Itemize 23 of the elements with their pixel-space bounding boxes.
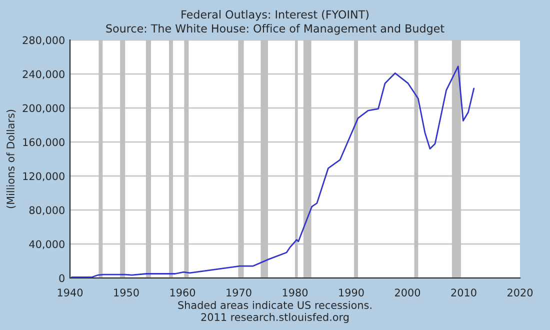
line-series xyxy=(70,66,475,278)
y-tick-label: 240,000 xyxy=(22,70,64,80)
text: Shaded areas indicate US recessions. xyxy=(178,300,372,310)
y-tick-label: 280,000 xyxy=(22,36,64,46)
y-tick-label: 160,000 xyxy=(23,138,64,148)
x-tick-label: 2010 xyxy=(451,288,476,296)
chart-subtitle: Source: The White House: Office of Management and Budget xyxy=(106,24,444,35)
x-tick-label: 2020 xyxy=(508,288,533,296)
x-tick-label: 1970 xyxy=(226,288,252,296)
y-axis-title: (Millions of Dollars) xyxy=(6,110,16,208)
y-tick-label: 0 xyxy=(59,274,64,282)
x-tick-label: 2000 xyxy=(395,288,420,296)
x-tick-label: 1950 xyxy=(114,288,139,296)
x-tick-label: 1940 xyxy=(58,288,83,296)
text: 2011 research.stlouisfed.org xyxy=(201,312,349,324)
x-tick-label: 1980 xyxy=(282,288,308,296)
y-tick-label: 200,000 xyxy=(22,104,64,114)
y-tick-label: 120,000 xyxy=(23,172,64,182)
x-tick-label: 1990 xyxy=(339,288,364,296)
y-tick-label: 40,000 xyxy=(29,240,64,250)
chart-title: Federal Outlays: Interest (FYOINT) xyxy=(182,10,368,21)
y-tick-label: 80,000 xyxy=(29,206,64,216)
x-tick-label: 1960 xyxy=(170,288,196,296)
